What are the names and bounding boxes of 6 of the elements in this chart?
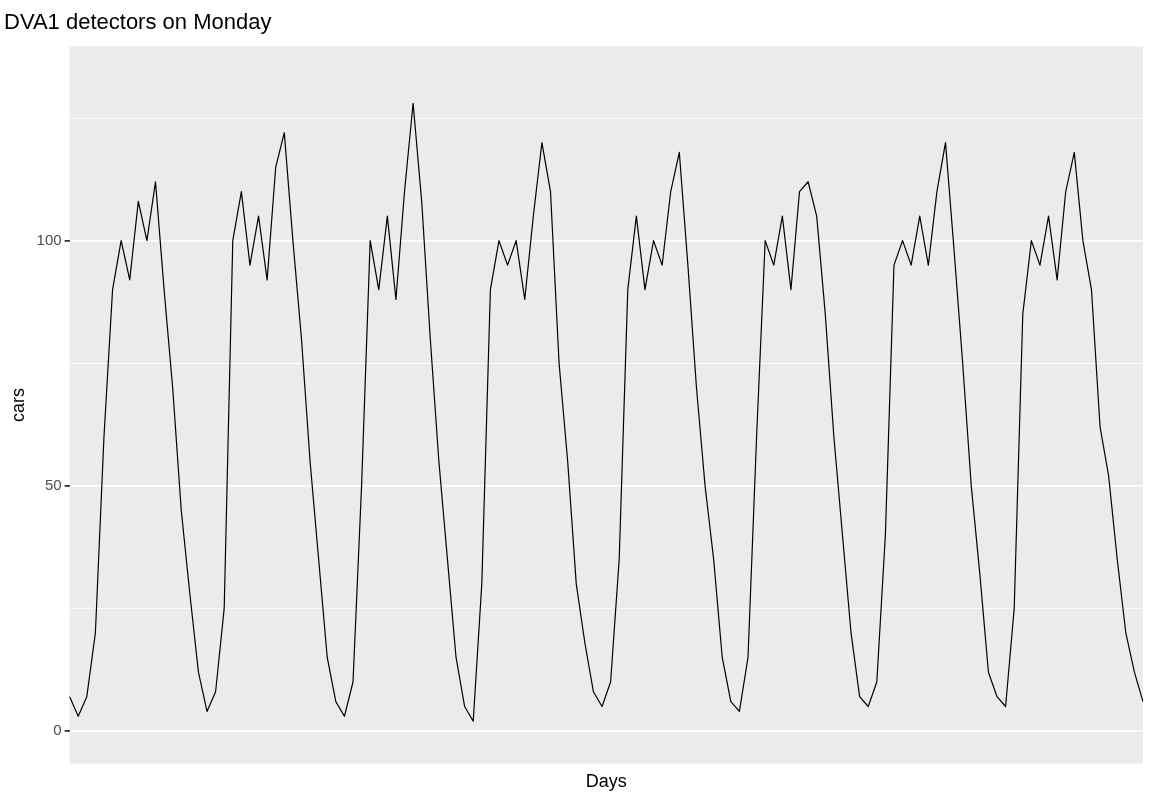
- y-tick-label: 50: [44, 475, 62, 493]
- x-axis-title: Days: [585, 771, 627, 792]
- y-tick-label: 100: [36, 230, 62, 248]
- chart-title: DVA1 detectors on Monday: [4, 9, 272, 35]
- y-tick-label: 0: [53, 721, 62, 739]
- y-axis-title: cars: [7, 387, 28, 422]
